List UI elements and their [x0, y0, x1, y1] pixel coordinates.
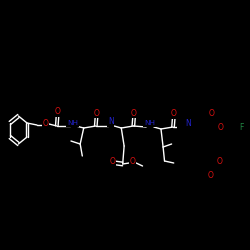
Text: O: O: [94, 108, 100, 118]
Text: O: O: [131, 108, 137, 118]
Text: O: O: [110, 158, 116, 166]
Text: N: N: [108, 118, 114, 126]
Text: O: O: [217, 156, 223, 166]
Text: O: O: [171, 110, 177, 118]
Text: N: N: [185, 118, 191, 128]
Text: O: O: [54, 108, 60, 116]
Text: O: O: [42, 120, 48, 128]
Text: F: F: [240, 124, 244, 132]
Text: O: O: [208, 170, 214, 179]
Text: NH: NH: [144, 120, 155, 126]
Text: O: O: [130, 158, 136, 166]
Text: O: O: [218, 122, 224, 132]
Text: NH: NH: [67, 120, 78, 126]
Text: O: O: [208, 110, 214, 118]
